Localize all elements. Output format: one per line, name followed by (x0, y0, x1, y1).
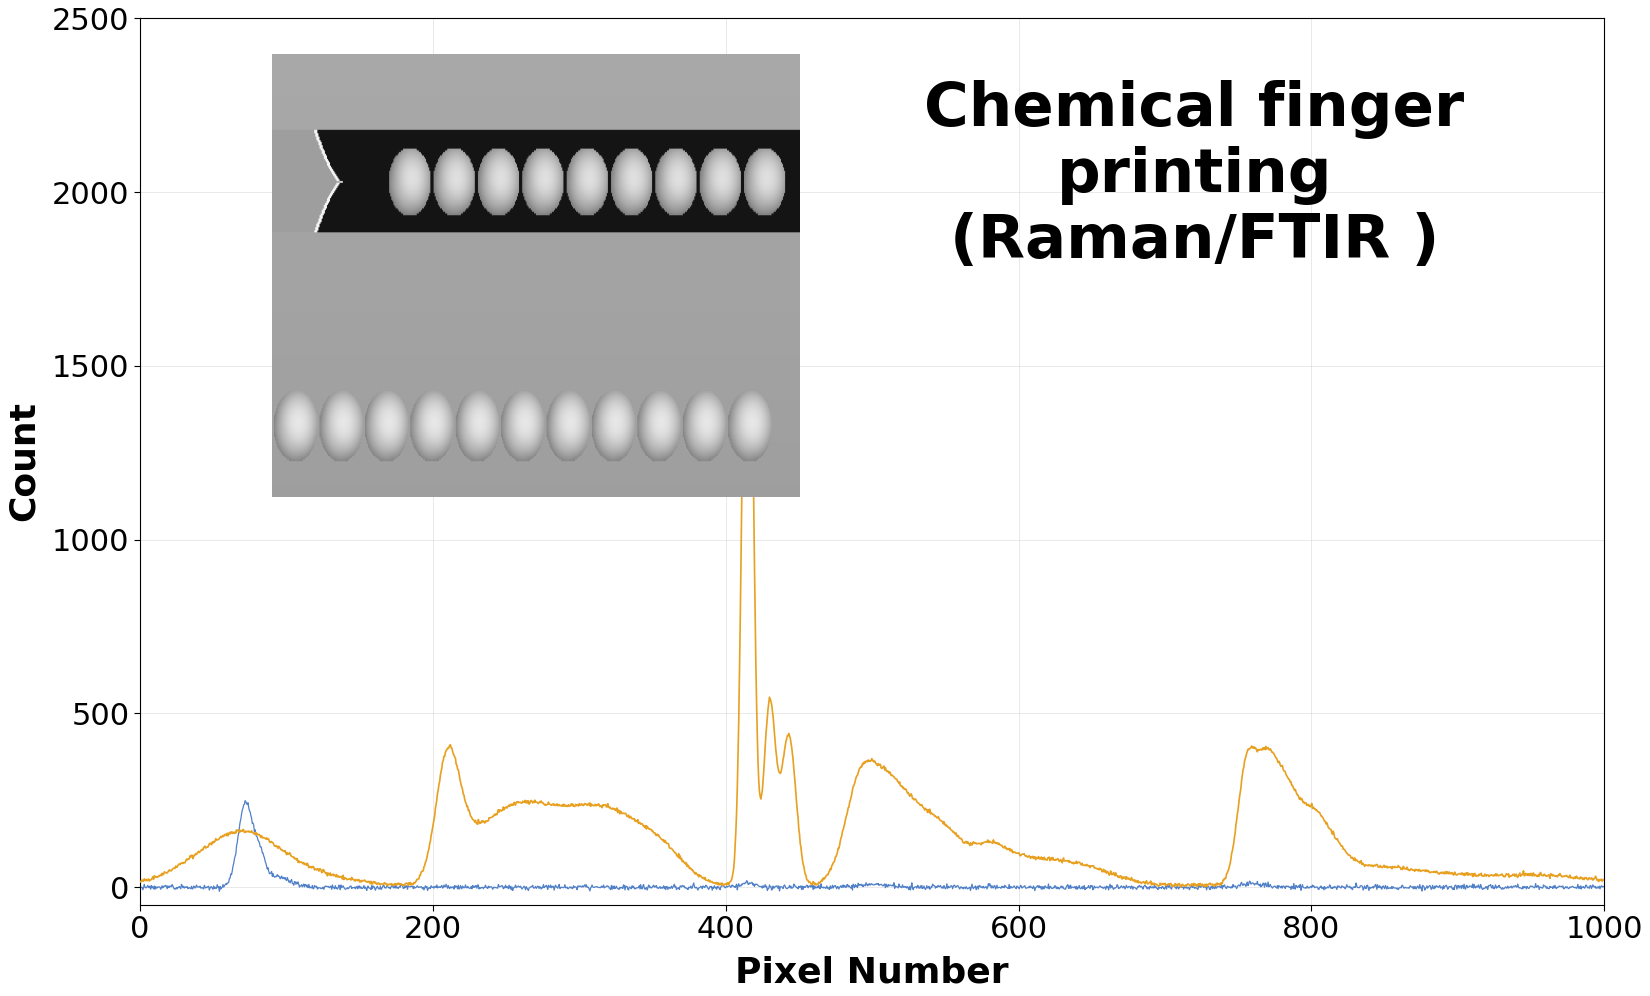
Text: Chemical finger
printing
(Raman/FTIR ): Chemical finger printing (Raman/FTIR ) (924, 81, 1464, 271)
Y-axis label: Count: Count (7, 401, 41, 522)
X-axis label: Pixel Number: Pixel Number (736, 955, 1008, 989)
